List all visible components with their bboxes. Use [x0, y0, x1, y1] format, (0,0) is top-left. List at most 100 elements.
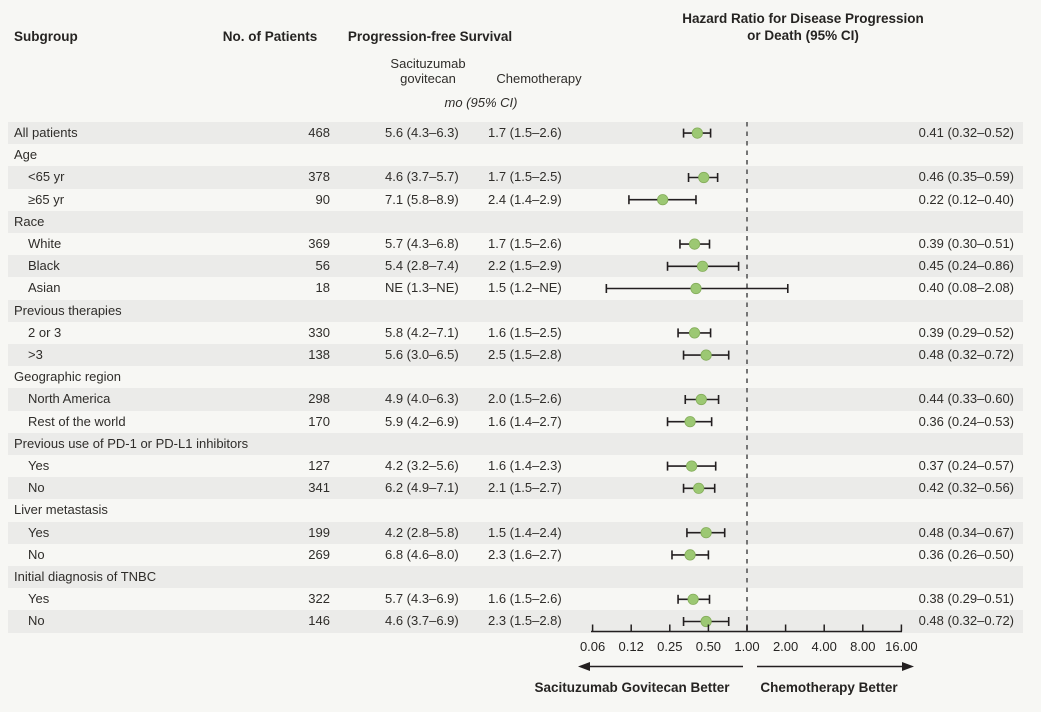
hazard-ratio-value: 0.45 (0.24–0.86) [918, 258, 1014, 274]
chemotherapy-pfs-value: 1.6 (1.4–2.3) [488, 458, 562, 473]
chemotherapy-pfs-value: 1.5 (1.4–2.4) [488, 524, 562, 540]
hazard-ratio-value: 0.36 (0.26–0.50) [918, 546, 1014, 562]
table-row: Geographic region [8, 366, 1023, 388]
sacituzumab-pfs-value: 4.9 (4.0–6.3) [385, 391, 459, 407]
sacituzumab-column-header-line2: govitecan [400, 71, 456, 86]
table-row: Previous therapies [8, 299, 1023, 322]
table-row: Black 56 5.4 (2.8–7.4) 2.2 (1.5–2.9) 0.45 (0… [8, 255, 1023, 278]
sacituzumab-pfs-value: 4.6 (3.7–5.7) [385, 169, 459, 185]
chemotherapy-pfs-value: 2.3 (1.6–2.7) [488, 546, 562, 562]
chemotherapy-column-header: Chemotherapy [496, 71, 582, 86]
chemotherapy-pfs-value: 1.6 (1.4–2.7) [488, 413, 562, 429]
hazard-ratio-value: 0.36 (0.24–0.53) [918, 413, 1014, 429]
sacituzumab-pfs-value: 5.6 (3.0–6.5) [385, 347, 459, 362]
subgroup-label: Geographic region [14, 369, 121, 385]
patients-count: 322 [308, 591, 330, 607]
patients-count: 468 [308, 125, 330, 140]
sacituzumab-column-header: Sacituzumab govitecan [378, 56, 478, 86]
table-row: Previous use of PD-1 or PD-L1 inhibitors [8, 432, 1023, 455]
sacituzumab-pfs-value: 5.8 (4.2–7.1) [385, 324, 459, 340]
table-row: Asian 18 NE (1.3–NE) 1.5 (1.2–NE) 0.40 (0.08… [8, 277, 1023, 299]
table-row: No 146 4.6 (3.7–6.9) 2.3 (1.5–2.8) 0.48 (0.3… [8, 610, 1023, 633]
patients-count: 170 [308, 413, 330, 429]
patients-count: 56 [315, 258, 330, 274]
patients-count: 298 [308, 391, 330, 407]
hazard-ratio-value: 0.48 (0.34–0.67) [918, 524, 1014, 540]
subgroup-label: Yes [28, 591, 50, 607]
units-label: mo (95% CI) [444, 95, 518, 110]
patients-count: 369 [308, 236, 330, 251]
patients-count: 146 [308, 613, 330, 629]
chemotherapy-pfs-value: 1.7 (1.5–2.5) [488, 169, 562, 185]
subgroup-label: North America [28, 391, 111, 407]
subgroup-label: Initial diagnosis of TNBC [14, 569, 157, 584]
patients-count: 127 [308, 458, 330, 473]
subgroup-label: No [28, 480, 45, 496]
chemotherapy-pfs-value: 2.3 (1.5–2.8) [488, 613, 562, 629]
chemotherapy-pfs-value: 2.4 (1.4–2.9) [488, 191, 562, 207]
patients-count: 378 [308, 169, 330, 185]
sacituzumab-pfs-value: 5.7 (4.3–6.9) [385, 591, 459, 607]
hazard-ratio-value: 0.22 (0.12–0.40) [918, 191, 1014, 207]
subgroup-label: Yes [28, 524, 50, 540]
chemotherapy-pfs-value: 1.6 (1.5–2.5) [488, 324, 562, 340]
hazard-ratio-value: 0.38 (0.29–0.51) [918, 591, 1014, 607]
table-row: Rest of the world 170 5.9 (4.2–6.9) 1.6 (1.… [8, 411, 1023, 433]
table-row: ≥65 yr 90 7.1 (5.8–8.9) 2.4 (1.4–2.9) 0.22 (… [8, 189, 1023, 211]
table-row: All patients 468 5.6 (4.3–6.3) 1.7 (1.5–2.6… [8, 122, 1023, 145]
table-row: Yes 322 5.7 (4.3–6.9) 1.6 (1.5–2.6) 0.38 (0.… [8, 588, 1023, 610]
sacituzumab-pfs-value: 5.4 (2.8–7.4) [385, 258, 459, 274]
sacituzumab-pfs-value: 6.2 (4.9–7.1) [385, 480, 459, 496]
patients-count: 269 [308, 546, 330, 562]
chemotherapy-pfs-value: 2.0 (1.5–2.6) [488, 391, 562, 407]
hazard-ratio-value: 0.48 (0.32–0.72) [918, 613, 1014, 629]
pfs-column-header: Progression-free Survival [347, 29, 513, 44]
sacituzumab-column-header-line1: Sacituzumab [390, 56, 466, 71]
hazard-ratio-value: 0.39 (0.30–0.51) [918, 236, 1014, 251]
subgroup-column-header: Subgroup [14, 29, 78, 44]
chemotherapy-pfs-value: 1.5 (1.2–NE) [488, 280, 562, 296]
subgroup-label: Race [14, 213, 45, 229]
table-row: North America 298 4.9 (4.0–6.3) 2.0 (1.5–2.… [8, 388, 1023, 411]
chemotherapy-pfs-value: 2.1 (1.5–2.7) [488, 480, 562, 496]
subgroup-label: ≥65 yr [28, 191, 65, 207]
chemotherapy-pfs-value: 1.7 (1.5–2.6) [488, 125, 562, 140]
patients-count: 18 [315, 280, 330, 296]
subgroup-label: White [28, 236, 62, 251]
sacituzumab-pfs-value: 5.6 (4.3–6.3) [385, 125, 459, 140]
subgroup-label: Rest of the world [28, 413, 126, 429]
subgroup-label: Asian [28, 280, 61, 296]
table-row: White 369 5.7 (4.3–6.8) 1.7 (1.5–2.6) 0.39 (… [8, 233, 1023, 255]
table-row: Race [8, 210, 1023, 233]
hazard-ratio-header-line2: or Death (95% CI) [747, 28, 859, 43]
patients-count: 90 [315, 191, 330, 207]
subgroup-label: All patients [14, 125, 78, 140]
sacituzumab-pfs-value: 7.1 (5.8–8.9) [385, 191, 459, 207]
chemotherapy-pfs-value: 1.6 (1.5–2.6) [488, 591, 562, 607]
subgroup-label: 2 or 3 [28, 324, 62, 340]
subgroup-label: No [28, 613, 45, 629]
table-row: <65 yr 378 4.6 (3.7–5.7) 1.7 (1.5–2.5) 0.46 … [8, 166, 1023, 189]
sacituzumab-pfs-value: 5.7 (4.3–6.8) [385, 236, 459, 251]
table-row: No 269 6.8 (4.6–8.0) 2.3 (1.6–2.7) 0.36 (0.2… [8, 544, 1023, 566]
table-row: >3 138 5.6 (3.0–6.5) 2.5 (1.5–2.8) 0.48 (0.3… [8, 344, 1023, 367]
sacituzumab-pfs-value: 6.8 (4.6–8.0) [385, 546, 459, 562]
sacituzumab-pfs-value: 4.2 (2.8–5.8) [385, 524, 459, 540]
patients-count: 341 [308, 480, 330, 496]
sacituzumab-pfs-value: 4.2 (3.2–5.6) [385, 458, 459, 473]
hazard-ratio-header-line1: Hazard Ratio for Disease Progression [682, 11, 924, 26]
subgroup-label: Previous therapies [14, 302, 122, 318]
subgroup-label: Age [14, 147, 38, 163]
subgroup-label: No [28, 546, 45, 562]
hazard-ratio-value: 0.39 (0.29–0.52) [918, 324, 1014, 340]
patients-column-header: No. of Patients [222, 29, 318, 44]
sacituzumab-pfs-value: 4.6 (3.7–6.9) [385, 613, 459, 629]
hazard-ratio-value: 0.41 (0.32–0.52) [918, 125, 1014, 140]
sacituzumab-pfs-value: NE (1.3–NE) [385, 280, 459, 296]
hazard-ratio-value: 0.37 (0.24–0.57) [918, 458, 1014, 473]
subgroup-label: Liver metastasis [14, 502, 108, 518]
hazard-ratio-value: 0.44 (0.33–0.60) [918, 391, 1014, 407]
patients-count: 330 [308, 324, 330, 340]
